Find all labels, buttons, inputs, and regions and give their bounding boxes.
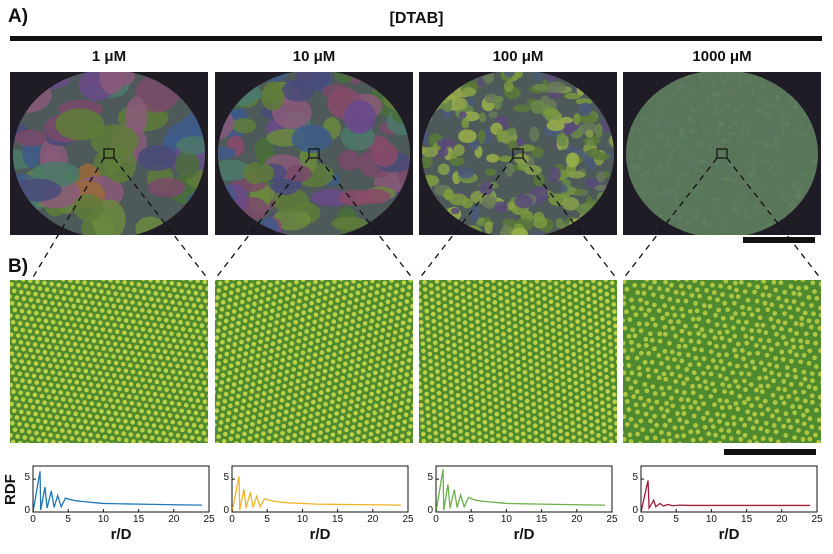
scale-bar-b xyxy=(724,449,816,455)
x-tick-label: 10 xyxy=(500,514,512,525)
figure-title: [DTAB] xyxy=(389,10,444,27)
x-tick-label: 5 xyxy=(65,514,71,525)
concentration-label-3: 100 μM xyxy=(492,48,544,65)
micrograph-4 xyxy=(623,72,821,235)
y-tick-label: 5 xyxy=(632,472,638,484)
rdf-x-axis-title: r/D xyxy=(718,526,740,543)
x-tick-label: 25 xyxy=(402,514,414,525)
y-tick-label: 0 xyxy=(427,505,433,516)
x-tick-label: 10 xyxy=(296,514,308,525)
rdf-series-line xyxy=(435,469,605,513)
rdf-x-axis-title: r/D xyxy=(309,526,331,543)
panel-b-label: B) xyxy=(8,256,29,277)
x-tick-label: 20 xyxy=(571,514,583,525)
rdf-x-axis-title: r/D xyxy=(513,526,535,543)
y-tick-label: 5 xyxy=(24,472,30,484)
x-tick-label: 25 xyxy=(203,514,215,525)
rdf-frame xyxy=(640,465,818,513)
zoom-image-3 xyxy=(419,280,617,443)
x-tick-label: 15 xyxy=(741,514,753,525)
y-tick-label: 0 xyxy=(24,505,30,516)
x-tick-label: 10 xyxy=(97,514,109,525)
rdf-plot-1: 0 5 10 15 20 25 0 5 r/D xyxy=(13,464,219,554)
x-tick-label: 25 xyxy=(606,514,618,525)
x-tick-label: 10 xyxy=(705,514,717,525)
x-tick-label: 20 xyxy=(168,514,180,525)
rdf-x-axis-title: r/D xyxy=(110,526,132,543)
zoom-image-1 xyxy=(10,280,208,443)
x-tick-label: 5 xyxy=(468,514,474,525)
x-tick-label: 0 xyxy=(638,514,644,525)
rdf-series-line xyxy=(231,476,401,513)
rdf-series-line xyxy=(640,480,810,513)
scale-bar-a xyxy=(743,237,815,243)
rdf-plot-3: 0 5 10 15 20 25 0 5 r/D xyxy=(416,464,622,554)
x-tick-label: 20 xyxy=(776,514,788,525)
x-tick-label: 15 xyxy=(332,514,344,525)
rdf-frame xyxy=(32,465,210,513)
x-tick-label: 0 xyxy=(30,514,36,525)
x-tick-label: 5 xyxy=(673,514,679,525)
rdf-frame xyxy=(435,465,613,513)
concentration-label-1: 1 μM xyxy=(91,48,127,65)
panel-a-label: A) xyxy=(8,6,29,27)
rdf-series-line xyxy=(32,471,202,513)
x-tick-label: 25 xyxy=(811,514,823,525)
rdf-frame xyxy=(231,465,409,513)
micrograph-1 xyxy=(10,72,208,235)
concentration-label-2: 10 μM xyxy=(292,48,336,65)
rdf-plot-2: 0 5 10 15 20 25 0 5 r/D xyxy=(212,464,418,554)
zoom-image-2 xyxy=(215,280,413,443)
rdf-plot-4: 0 5 10 15 20 25 0 5 r/D xyxy=(621,464,827,554)
title-rule xyxy=(10,36,822,41)
y-tick-label: 0 xyxy=(223,505,229,516)
x-tick-label: 15 xyxy=(133,514,145,525)
x-tick-label: 15 xyxy=(536,514,548,525)
x-tick-label: 0 xyxy=(229,514,235,525)
y-tick-label: 5 xyxy=(427,472,433,484)
micrograph-3 xyxy=(419,72,617,235)
zoom-image-4 xyxy=(623,280,821,443)
x-tick-label: 5 xyxy=(264,514,270,525)
y-tick-label: 0 xyxy=(632,505,638,516)
micrograph-2 xyxy=(215,72,413,235)
x-tick-label: 20 xyxy=(367,514,379,525)
concentration-label-4: 1000 μM xyxy=(692,48,752,65)
y-tick-label: 5 xyxy=(223,472,229,484)
x-tick-label: 0 xyxy=(433,514,439,525)
